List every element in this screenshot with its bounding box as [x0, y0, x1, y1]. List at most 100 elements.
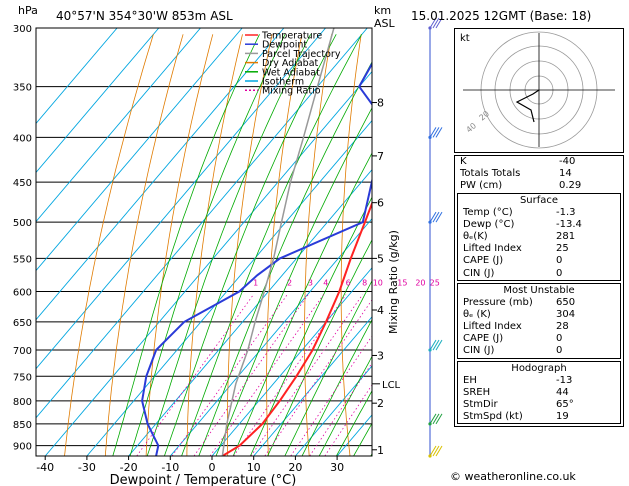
surface-row: θₑ(K) 281 — [463, 230, 576, 242]
wet-adiabat-line — [146, 34, 311, 456]
dry-adiabat-line — [186, 34, 243, 456]
surface-row: CIN (J) 0 — [463, 267, 563, 279]
surface-section: Surface Temp (°C) -1.3 Dewp (°C) -13.4 θₑ(… — [457, 192, 621, 281]
dry-adiabat-line — [226, 34, 273, 456]
wet-adiabat-line — [232, 152, 372, 456]
isotherm-line — [36, 28, 160, 174]
index-row-pw: PW (cm) 0.29 — [460, 180, 582, 192]
wind-barb-flag — [435, 413, 443, 425]
wet-adiabat-line — [336, 390, 372, 456]
mixing-ratio-line — [324, 384, 372, 456]
x-tick-label: -10 — [161, 461, 179, 474]
km-tick-label: 7 — [377, 150, 384, 163]
lcl-label: LCL — [382, 380, 401, 391]
wet-adiabat-line — [112, 34, 260, 456]
km-tick-label: 3 — [377, 349, 384, 362]
mixing-ratio-label: 4 — [323, 278, 328, 287]
wind-barb-flag — [432, 211, 440, 223]
pressure-tick-label: 300 — [13, 24, 32, 35]
wind-barb-flag — [429, 413, 437, 425]
legend-label: Mixing Ratio — [262, 86, 321, 97]
wet-adiabat-line — [129, 34, 286, 456]
series-parcel-trajectory — [221, 28, 335, 456]
legend-label: Parcel Trajectory — [262, 49, 341, 60]
wet-adiabat-line — [250, 196, 372, 456]
most-unstable-row: CAPE (J) 0 — [463, 333, 563, 345]
legend-label: Dewpoint — [262, 40, 307, 51]
hodograph-table-row: EH -13 — [463, 374, 573, 386]
hodograph-table-title: Hodograph — [511, 362, 567, 374]
isotherm-line — [36, 28, 285, 321]
wet-adiabat-line — [164, 34, 337, 456]
isotherm-line — [295, 365, 372, 456]
x-tick-label: -30 — [78, 461, 96, 474]
wind-barb-flag — [432, 445, 440, 457]
hodograph-box: kt 20 40 — [454, 28, 624, 153]
mixing-ratio-label: 20 — [415, 278, 425, 287]
mixing-ratio-label: 1 — [253, 278, 258, 287]
wind-barb-flag — [435, 211, 443, 223]
wind-barb-flag — [435, 127, 443, 138]
km-tick-label: 8 — [377, 97, 384, 110]
mixing-ratio-label: 15 — [397, 278, 407, 287]
pressure-tick-label: 700 — [13, 346, 32, 357]
pressure-tick-label: 900 — [13, 442, 32, 453]
isotherm-line — [36, 28, 118, 125]
legend-label: Temperature — [261, 31, 322, 42]
plot-frame — [35, 27, 373, 457]
hodograph-table-row: StmDir 65° — [463, 399, 574, 410]
km-tick-label: 2 — [377, 397, 384, 410]
surface-title: Surface — [519, 194, 559, 206]
pressure-tick-label: 800 — [13, 397, 32, 408]
most-unstable-title: Most Unstable — [503, 284, 575, 296]
x-tick-label: -40 — [36, 461, 54, 474]
isotherm-line — [86, 119, 372, 456]
mixing-ratio-line — [136, 294, 254, 456]
surface-row: Lifted Index 25 — [463, 243, 569, 255]
series-dewpoint — [141, 61, 372, 456]
header-datetime: 15.01.2025 12GMT (Base: 18) — [411, 9, 591, 23]
dry-adiabat-line — [411, 34, 432, 456]
km-tick-label: 4 — [377, 304, 384, 317]
legend-label: Wet Adiabat — [262, 67, 320, 78]
mixing-ratio-label: 6 — [346, 278, 351, 287]
isotherm-line — [169, 218, 372, 456]
x-tick-label: -20 — [120, 461, 138, 474]
wet-adiabat-line — [267, 239, 372, 456]
hodograph-kt-label: kt — [460, 33, 470, 44]
isotherm-line — [44, 70, 372, 456]
pressure-tick-label: 600 — [13, 287, 32, 298]
most-unstable-row: CIN (J) 0 — [463, 345, 563, 357]
isotherm-line — [211, 267, 372, 456]
pressure-tick-label: 350 — [13, 83, 32, 94]
dry-adiabat-line — [64, 34, 154, 456]
wind-barb-flag — [435, 17, 443, 29]
dry-adiabat-line — [104, 34, 184, 456]
wet-adiabat-line — [284, 279, 372, 456]
series-temperature — [221, 200, 372, 456]
hodograph-table-section: Hodograph EH -13 SREH 44 StmDir 65° StmSpd … — [457, 360, 621, 425]
isotherm-line — [253, 316, 372, 456]
wet-adiabat-line — [301, 318, 372, 456]
pressure-tick-label: 750 — [13, 372, 32, 383]
wind-barb-flag — [429, 17, 437, 29]
isotherm-line — [36, 28, 368, 419]
mixing-ratio-line — [309, 362, 372, 456]
wind-barb-flag — [429, 211, 437, 223]
index-row-k: K -40 — [460, 156, 576, 167]
hodograph-table-row: StmSpd (kt) 19 — [463, 411, 569, 423]
wind-barb-flag — [429, 339, 437, 351]
km-label-bottom: ASL — [374, 17, 396, 30]
km-tick-label: 5 — [377, 252, 384, 265]
mixing-ratio-line — [250, 294, 363, 456]
surface-row: Dewp (°C) -13.4 — [463, 218, 582, 230]
most-unstable-row: Lifted Index 28 — [463, 321, 569, 333]
header-location: 40°57'N 354°30'W 853m ASL — [56, 9, 233, 23]
km-tick-label: 6 — [377, 197, 384, 210]
mixing-ratio-label: 10 — [373, 278, 383, 287]
wind-barb-flag — [429, 445, 437, 457]
mixing-ratio-label: 25 — [430, 278, 440, 287]
mixing-ratio-line — [193, 294, 309, 456]
